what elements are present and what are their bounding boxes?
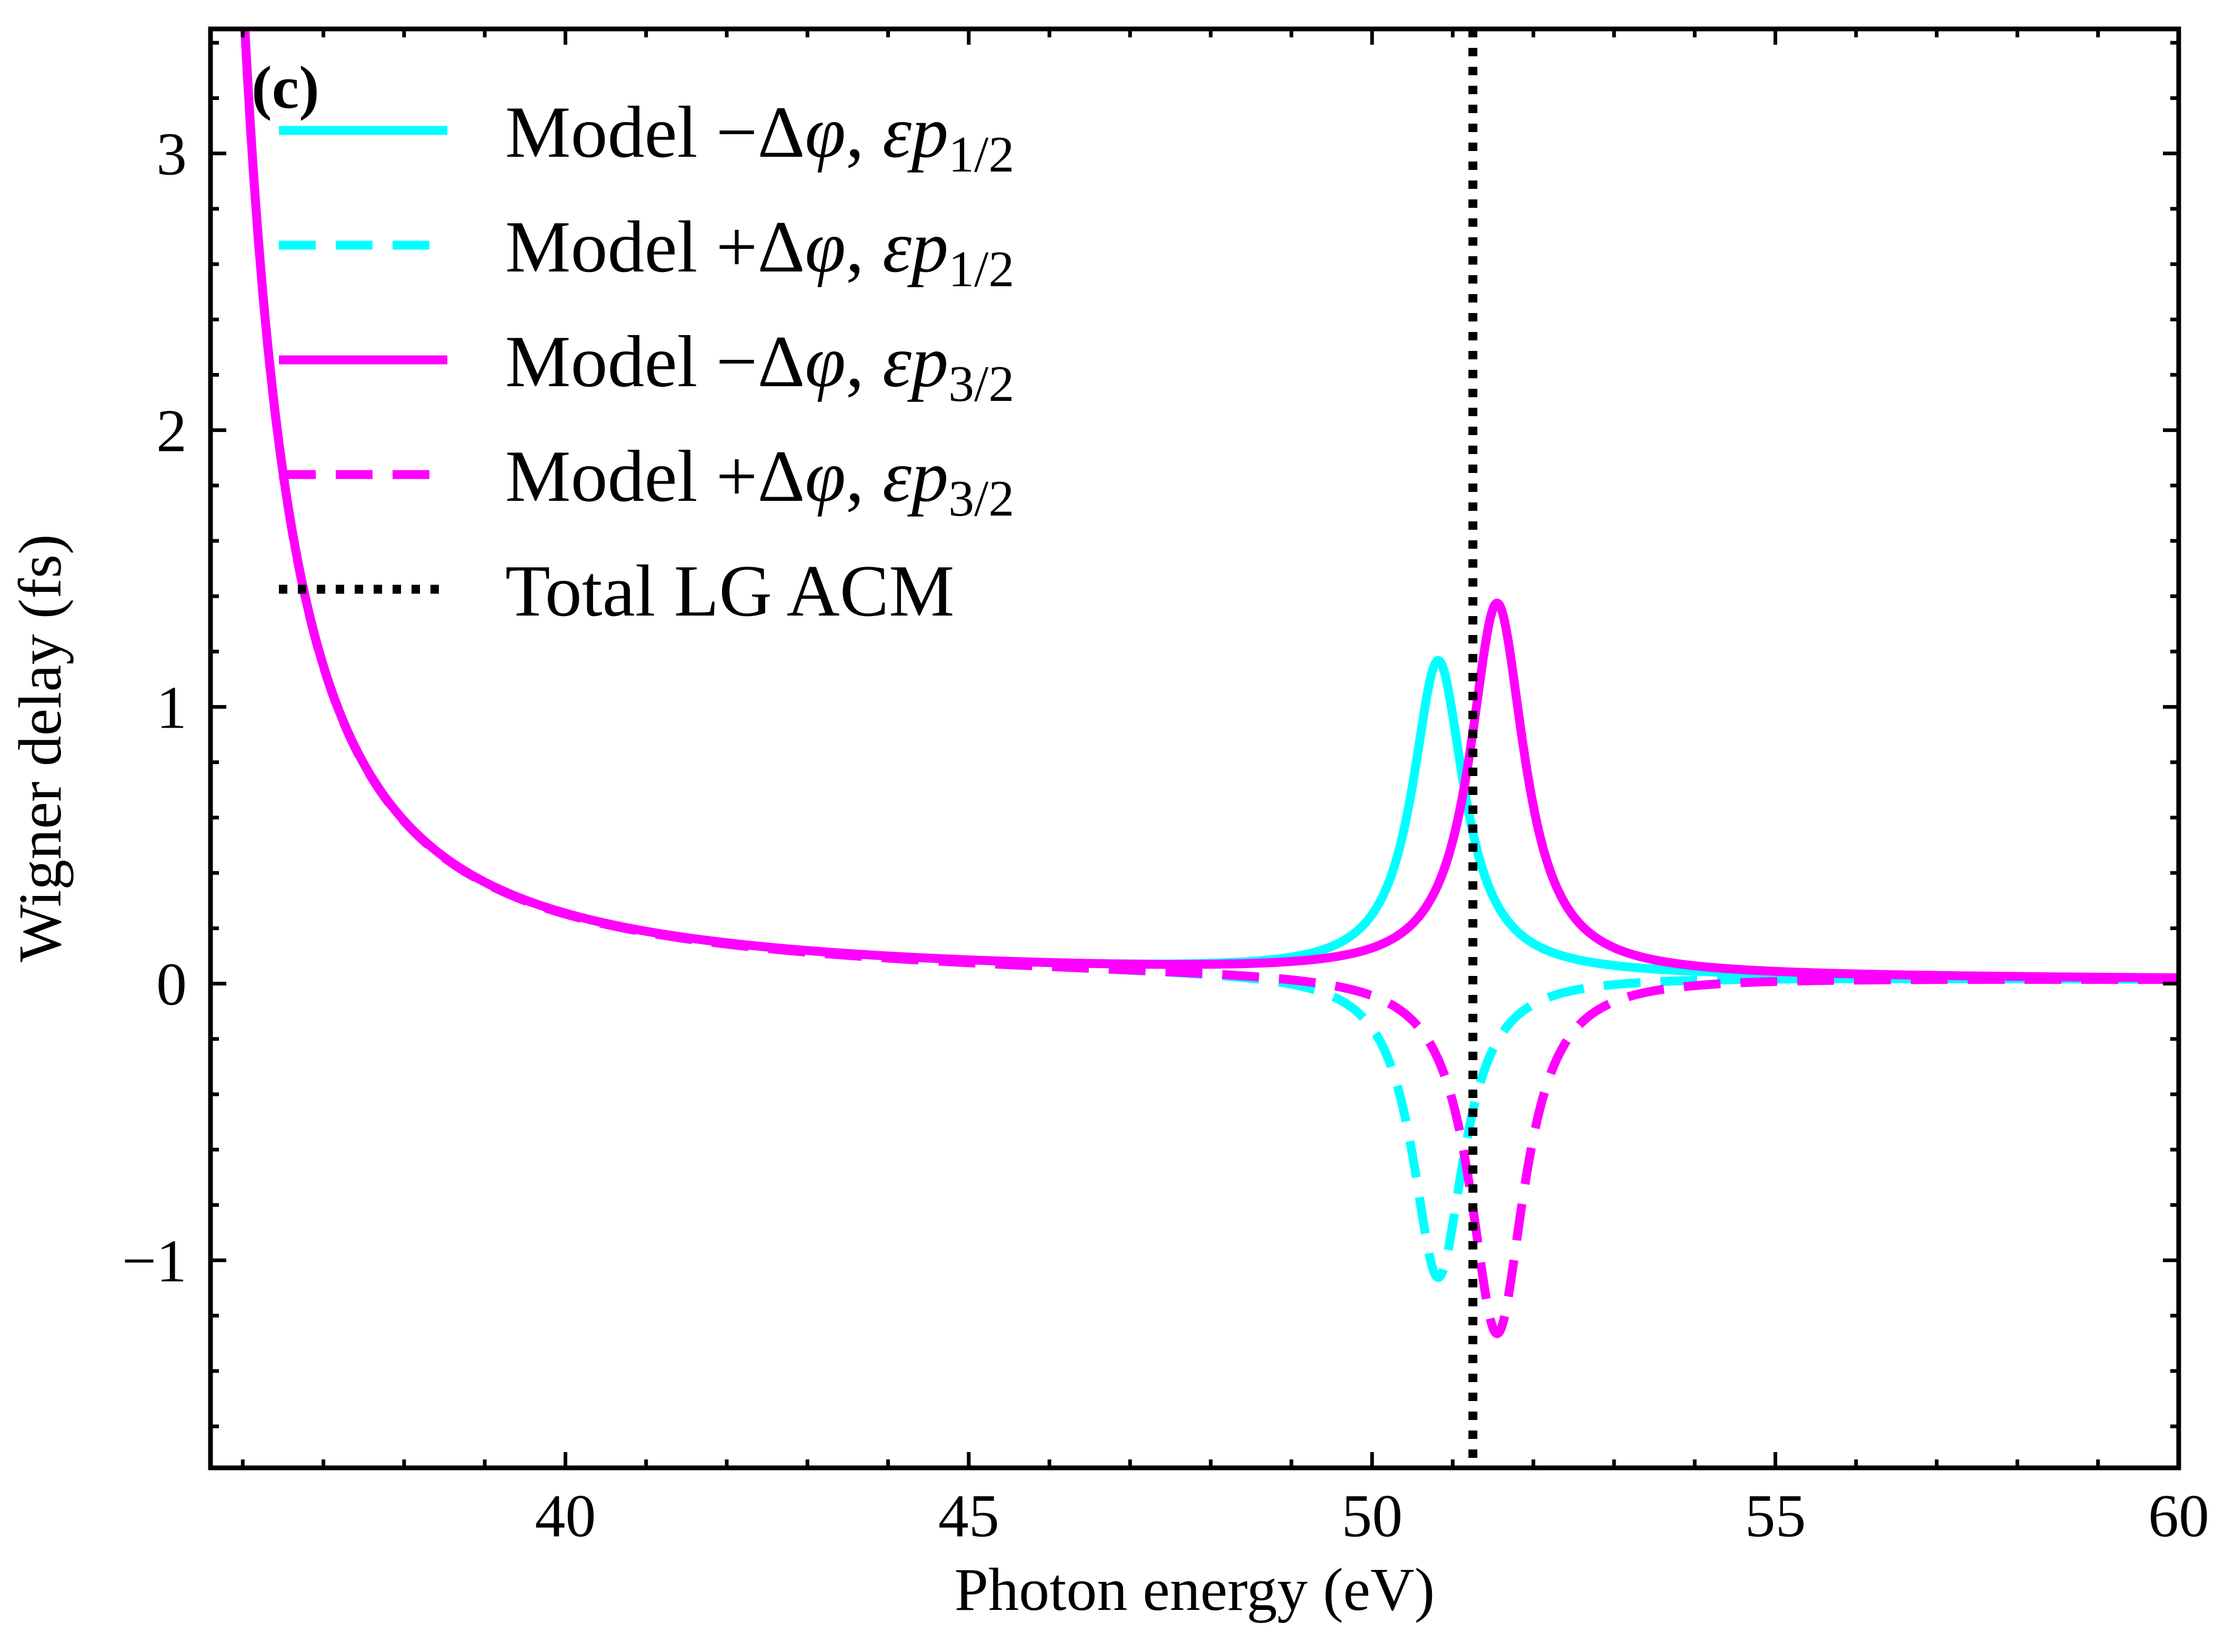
x-tick-label: 60 [2148,1483,2209,1550]
x-tick-label: 50 [1341,1483,1402,1550]
legend: Model −Δφ, εp1/2 Model +Δφ, εp1/2 Model −Δ… [279,92,1014,632]
legend-label-p12_plus: Model +Δφ, εp1/2 [505,206,1014,298]
x-tick-label: 55 [1745,1483,1806,1550]
panel-label: (c) [252,54,319,122]
y-tick-label: 0 [156,951,187,1019]
legend-label-total-lg-acm: Total LG ACM [505,550,955,632]
y-tick-label: 3 [156,121,187,188]
series-line-p32_plus [240,29,2179,1338]
plot-frame [208,26,2181,1470]
y-tick-label: 2 [156,398,187,465]
plot-area [240,29,2179,1468]
x-tick-label: 40 [535,1483,596,1550]
series-line-p32_minus [240,29,2179,983]
legend-label-p32_minus: Model −Δφ, εp3/2 [505,321,1014,412]
y-tick-label: −1 [122,1228,187,1295]
series-line-p12_plus [240,29,2179,1282]
legend-label-p32_plus: Model +Δφ, εp3/2 [505,436,1014,527]
x-tick-label: 45 [938,1483,999,1550]
y-tick-label: 1 [156,674,187,742]
x-axis-title: Photon energy (eV) [955,1556,1435,1624]
tick-labels: 40 45 50 55 60 −1 0 1 2 3 [122,121,2209,1550]
legend-label-p12_minus: Model −Δφ, εp1/2 [505,92,1014,183]
y-axis-title: Wigner delay (fs) [7,534,74,962]
